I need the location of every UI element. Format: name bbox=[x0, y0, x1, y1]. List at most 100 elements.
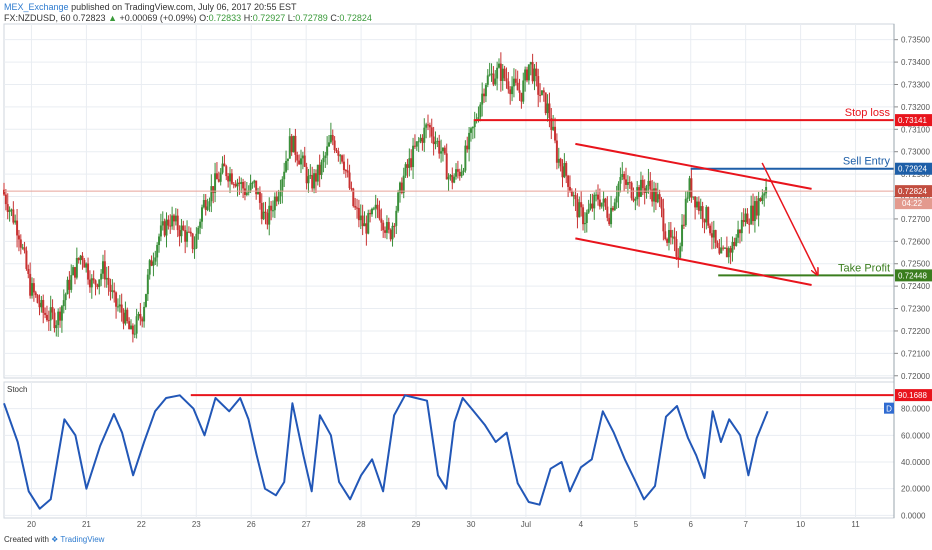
candle-body bbox=[613, 202, 616, 211]
candle-body bbox=[617, 183, 620, 197]
candle-body bbox=[524, 69, 527, 81]
candle-body bbox=[511, 86, 514, 95]
candle-body bbox=[303, 155, 306, 167]
candle-body bbox=[189, 231, 192, 234]
candle-body bbox=[223, 163, 226, 167]
candle-body bbox=[227, 176, 230, 182]
candle-body bbox=[526, 69, 529, 81]
candle-body bbox=[208, 201, 211, 207]
candle-body bbox=[737, 229, 740, 238]
level-price-tag bbox=[895, 114, 932, 127]
candle-body bbox=[634, 199, 637, 201]
candle-body bbox=[761, 195, 764, 202]
candle-body bbox=[499, 63, 502, 81]
candle-body bbox=[625, 179, 628, 185]
candle-body bbox=[464, 145, 467, 171]
candle-body bbox=[550, 117, 553, 130]
candle-body bbox=[45, 314, 48, 321]
candle-body bbox=[596, 194, 599, 200]
candle-body bbox=[527, 64, 530, 81]
publish-line: MEX_Exchange published on TradingView.co… bbox=[4, 2, 297, 13]
stoch-tick-label: 60.0000 bbox=[901, 431, 930, 440]
candle-body bbox=[697, 201, 700, 211]
candle-body bbox=[384, 230, 387, 233]
price-tick-label: 0.73100 bbox=[901, 125, 930, 134]
level-label: Stop loss bbox=[845, 107, 891, 119]
candle-body bbox=[75, 257, 78, 278]
candle-body bbox=[516, 82, 519, 91]
publisher-link[interactable]: MEX_Exchange bbox=[4, 2, 69, 12]
candle-body bbox=[32, 283, 35, 293]
candle-body bbox=[453, 176, 456, 183]
candle-body bbox=[548, 103, 551, 118]
tradingview-brand[interactable]: TradingView bbox=[60, 535, 105, 544]
candle-body bbox=[331, 134, 334, 141]
candle-body bbox=[346, 170, 349, 173]
candle-body bbox=[264, 211, 267, 213]
candle-body bbox=[630, 182, 633, 199]
candle-body bbox=[322, 157, 325, 163]
candle-body bbox=[31, 283, 34, 296]
candle-body bbox=[692, 196, 695, 198]
candle-body bbox=[585, 212, 588, 223]
candle-body bbox=[171, 215, 174, 227]
candle-body bbox=[589, 203, 592, 209]
candle-body bbox=[598, 199, 601, 207]
candle-body bbox=[419, 137, 422, 142]
candle-body bbox=[258, 191, 261, 203]
candle-body bbox=[229, 173, 232, 182]
time-tick-label: Jul bbox=[521, 520, 531, 529]
candle-body bbox=[677, 256, 680, 258]
candle-body bbox=[570, 190, 573, 197]
candle-body bbox=[146, 274, 149, 295]
low-value: 0.72789 bbox=[295, 13, 328, 23]
current-price-tag-text: 0.72824 bbox=[898, 187, 927, 196]
candle-body bbox=[580, 202, 583, 208]
candle-body bbox=[391, 225, 394, 240]
candle-body bbox=[742, 219, 745, 223]
candle-body bbox=[765, 187, 768, 194]
candle-body bbox=[83, 259, 86, 268]
stoch-pane-frame bbox=[3, 381, 895, 519]
candle-body bbox=[62, 300, 65, 307]
candle-body bbox=[701, 206, 704, 220]
candle-body bbox=[94, 280, 97, 285]
candle-body bbox=[441, 147, 444, 152]
candle-body bbox=[494, 78, 497, 85]
candle-body bbox=[352, 188, 355, 207]
candle-body bbox=[77, 257, 80, 261]
stoch-tick-label: 80.0000 bbox=[901, 405, 930, 414]
stoch-line bbox=[3, 394, 769, 510]
candle-body bbox=[555, 140, 558, 163]
time-tick-label: 26 bbox=[247, 520, 256, 529]
candle-body bbox=[608, 217, 611, 225]
candle-body bbox=[365, 223, 368, 234]
candle-body bbox=[490, 73, 493, 75]
candle-body bbox=[130, 325, 133, 330]
candle-body bbox=[329, 134, 332, 143]
candle-body bbox=[546, 103, 549, 114]
candle-body bbox=[469, 128, 472, 133]
candle-body bbox=[165, 219, 168, 236]
candle-body bbox=[587, 208, 590, 213]
candle-body bbox=[316, 164, 319, 182]
candle-body bbox=[266, 212, 269, 225]
candle-body bbox=[372, 208, 375, 210]
level-price-tag-text: 0.73141 bbox=[898, 116, 927, 125]
candle-body bbox=[518, 90, 521, 93]
candle-body bbox=[344, 170, 347, 172]
candle-body bbox=[694, 196, 697, 208]
candle-body bbox=[70, 275, 73, 290]
candle-body bbox=[395, 210, 398, 226]
candle-body bbox=[100, 273, 103, 280]
candle-body bbox=[68, 279, 71, 290]
candle-body bbox=[378, 209, 381, 219]
candle-body bbox=[455, 169, 458, 177]
candle-body bbox=[568, 186, 571, 191]
candle-body bbox=[57, 311, 60, 326]
candle-body bbox=[118, 304, 121, 307]
open-value: 0.72833 bbox=[208, 13, 242, 23]
candle-body bbox=[440, 151, 443, 154]
candle-body bbox=[339, 155, 342, 157]
